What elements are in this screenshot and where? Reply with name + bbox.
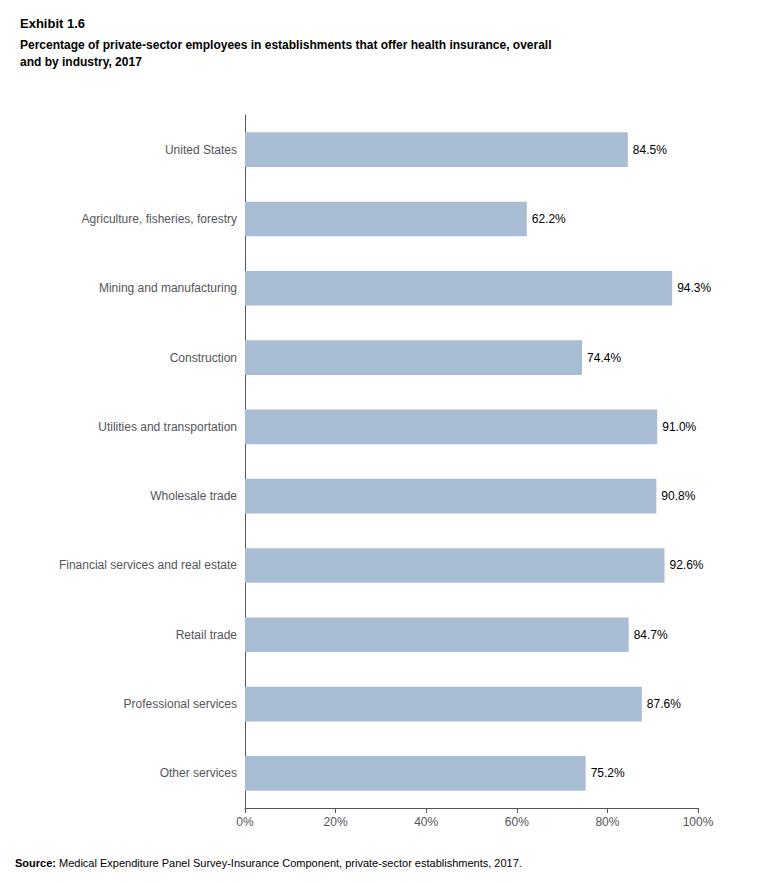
svg-text:90.8%: 90.8% xyxy=(661,489,695,503)
svg-text:80%: 80% xyxy=(595,815,619,829)
svg-text:Professional services: Professional services xyxy=(124,697,237,711)
svg-text:Other services: Other services xyxy=(160,766,237,780)
svg-text:Mining and manufacturing: Mining and manufacturing xyxy=(99,281,237,295)
svg-text:Wholesale trade: Wholesale trade xyxy=(150,489,237,503)
svg-text:40%: 40% xyxy=(414,815,438,829)
svg-text:94.3%: 94.3% xyxy=(677,281,711,295)
svg-text:84.7%: 84.7% xyxy=(634,628,668,642)
svg-text:Utilities and transportation: Utilities and transportation xyxy=(98,420,237,434)
svg-text:Medical Expenditure Panel Surv: Medical Expenditure Panel Survey-Insuran… xyxy=(56,857,522,869)
svg-text:75.2%: 75.2% xyxy=(591,766,625,780)
svg-text:100%: 100% xyxy=(683,815,714,829)
svg-text:Source:: Source: xyxy=(15,857,56,869)
svg-text:20%: 20% xyxy=(324,815,348,829)
svg-text:87.6%: 87.6% xyxy=(647,697,681,711)
svg-text:84.5%: 84.5% xyxy=(633,143,667,157)
svg-text:Construction: Construction xyxy=(170,351,237,365)
svg-text:91.0%: 91.0% xyxy=(662,420,696,434)
svg-text:62.2%: 62.2% xyxy=(532,212,566,226)
svg-text:and by industry, 2017: and by industry, 2017 xyxy=(20,55,142,69)
svg-text:0%: 0% xyxy=(236,815,254,829)
svg-text:74.4%: 74.4% xyxy=(587,351,621,365)
svg-text:United States: United States xyxy=(165,143,237,157)
svg-text:Retail trade: Retail trade xyxy=(176,628,238,642)
svg-text:Exhibit 1.6: Exhibit 1.6 xyxy=(20,16,85,31)
svg-text:Financial services and real es: Financial services and real estate xyxy=(59,558,237,572)
svg-text:Percentage of private-sector e: Percentage of private-sector employees i… xyxy=(20,38,552,52)
svg-text:92.6%: 92.6% xyxy=(669,558,703,572)
svg-text:60%: 60% xyxy=(505,815,529,829)
svg-text:Agriculture, fisheries, forest: Agriculture, fisheries, forestry xyxy=(82,212,237,226)
